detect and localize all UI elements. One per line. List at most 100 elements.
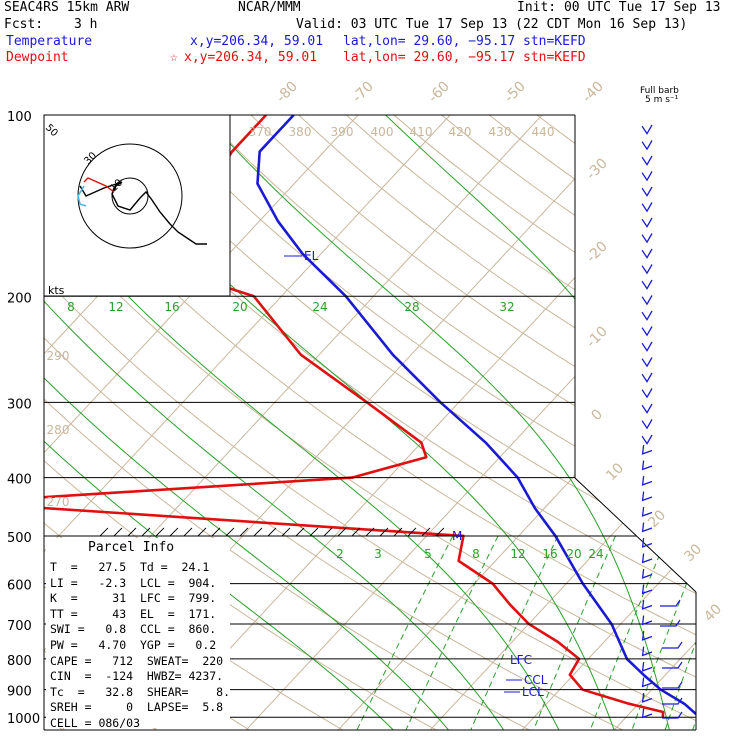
wind-barb: [641, 186, 653, 197]
mixing-ratio-label: 20: [566, 547, 581, 561]
wind-barb: [641, 264, 653, 275]
init-time: Init: 00 UTC Tue 17 Sep 13: [517, 0, 721, 15]
frame-diagonal: [574, 477, 697, 593]
dry-adiabat-line: [441, 115, 696, 730]
moist-adiabat-line: [44, 115, 505, 730]
wind-barb: [662, 711, 683, 719]
hatch-mark: [407, 527, 417, 537]
isotherm-line: [44, 115, 451, 730]
hatch-mark: [113, 527, 123, 537]
wind-barb: [641, 372, 653, 383]
moist-adiabat-label: 20: [232, 300, 247, 314]
mixing-ratio-line: [589, 535, 668, 730]
wind-barb: [641, 708, 653, 719]
dry-adiabat-line: [393, 115, 696, 730]
hatch-mark: [197, 527, 207, 537]
mixing-ratio-label: 16: [542, 547, 557, 561]
isotherm-label: 30: [681, 541, 705, 565]
dry-adiabat-line: [44, 115, 623, 730]
hatch-mark: [267, 527, 277, 537]
ccl-label: CCL: [524, 673, 548, 687]
moist-adiabat-label: 8: [67, 300, 75, 314]
moist-adiabat-line: [44, 115, 449, 730]
mixing-ratio-line: [664, 535, 696, 730]
hatch-mark: [281, 527, 291, 537]
dry-adiabat-line: [44, 115, 696, 730]
wind-barb: [641, 217, 653, 228]
temperature-legend: Temperature: [6, 34, 93, 49]
isotherm-label: -60: [425, 78, 452, 105]
dry-adiabat-line: [44, 115, 696, 730]
wind-barb: [641, 444, 653, 455]
dewpoint-xy: x,y=206.34, 59.01: [184, 50, 318, 65]
hatch-mark: [421, 527, 431, 537]
hodograph-box: [43, 114, 231, 297]
pressure-tick-label: 700: [7, 619, 32, 634]
hatch-mark: [99, 527, 109, 537]
wind-barb: [641, 553, 653, 564]
lfc-label: LFC: [510, 653, 532, 667]
org-label: NCAR/MMM: [238, 0, 301, 15]
wind-barb: [641, 506, 653, 517]
wind-barb: [641, 599, 653, 610]
hatch-mark: [169, 527, 179, 537]
dry-adiabat-line: [44, 115, 530, 730]
mixing-ratio-label: 3: [374, 547, 382, 561]
mixing-ratio-label: 12: [510, 547, 525, 561]
wind-barb: [641, 434, 653, 445]
wind-barb: [641, 419, 653, 430]
pressure-tick-label: 800: [7, 654, 32, 669]
moist-adiabat-label: 12: [108, 300, 123, 314]
wind-barb: [662, 641, 683, 649]
model-title: SEAC4RS 15km ARW: [4, 0, 130, 15]
m-label: M: [452, 529, 462, 543]
wind-barb: [641, 568, 653, 579]
hodograph-trace-top: [77, 185, 87, 207]
hodograph-ring-10: [111, 177, 149, 215]
moist-adiabat-line: [385, 115, 696, 730]
wind-barb: [641, 522, 653, 533]
isotherm-line: [521, 115, 696, 730]
wind-barb: [641, 124, 653, 135]
wind-barb: [662, 681, 683, 689]
wind-barb: [660, 619, 681, 627]
hatch-mark: [141, 527, 151, 537]
wind-barb: [641, 646, 653, 657]
theta-label: 440: [532, 125, 555, 139]
hatch-mark: [239, 527, 249, 537]
mixing-ratio-label: 2: [336, 547, 344, 561]
wind-barb: [641, 357, 653, 368]
dry-adiabat-line: [250, 115, 696, 730]
moist-adiabat-label: 16: [164, 300, 179, 314]
temperature-stn: stn=KEFD: [523, 34, 586, 49]
parcel-info-row: K = 31 LFC = 799.: [50, 591, 217, 606]
wind-barb: [641, 248, 653, 259]
parcel-info-row: CIN = -124 HWBZ= 4237.: [50, 669, 224, 684]
wind-barb: [641, 475, 653, 486]
valid-time: Valid: 03 UTC Tue 17 Sep 13 (22 CDT Mon …: [296, 17, 688, 32]
pressure-tick-label: 500: [7, 531, 32, 546]
parcel-info-row: TT = 43 EL = 171.: [50, 606, 217, 621]
parcel-info-row: CAPE = 712 SWEAT= 220: [50, 653, 224, 668]
mixing-ratio-line: [533, 535, 616, 730]
hatch-mark: [351, 527, 361, 537]
theta-label: 380: [289, 125, 312, 139]
fcst-label: Fcst:: [4, 17, 44, 32]
temperature-latlon: lat,lon= 29.60, −95.17: [343, 34, 516, 49]
moist-adiabat-line: [74, 115, 615, 730]
isotherm-line: [44, 115, 359, 730]
wind-barb: [662, 661, 683, 669]
isotherm-label: -10: [583, 323, 610, 350]
wind-barb: [660, 599, 681, 607]
parcel-info-title: Parcel Info: [88, 540, 175, 555]
wind-barb: [641, 584, 653, 595]
isotherm-label: 20: [645, 507, 669, 531]
theta-label: 280: [47, 423, 70, 437]
wind-barb: [641, 388, 653, 399]
wind-barb: [641, 692, 653, 703]
moist-adiabat-label: 24: [312, 300, 327, 314]
parcel-info-row: LI = -2.3 LCL = 904.: [50, 575, 217, 590]
wind-barb: [641, 630, 653, 641]
